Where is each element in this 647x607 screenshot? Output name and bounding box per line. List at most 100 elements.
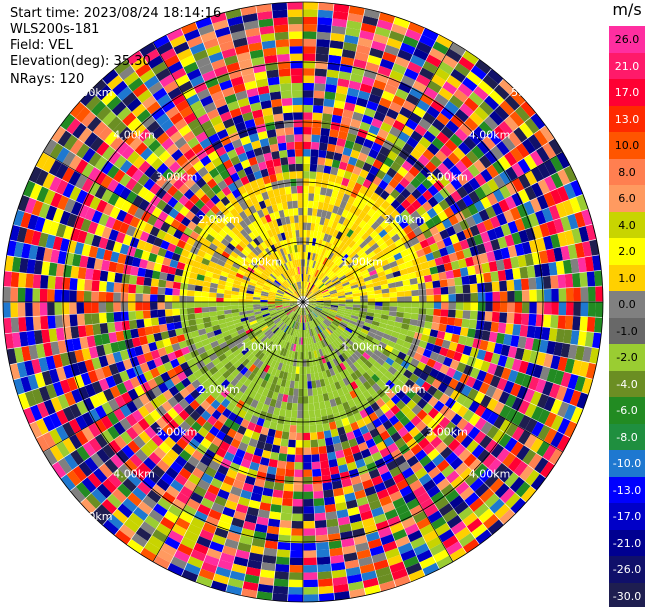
velocity-gate [325, 384, 333, 393]
velocity-gate [208, 260, 217, 269]
velocity-gate [178, 142, 192, 155]
velocity-gate [278, 209, 285, 219]
velocity-gate [90, 100, 107, 117]
velocity-gate [546, 248, 556, 263]
velocity-gate [381, 310, 390, 316]
velocity-gate [541, 263, 551, 277]
velocity-gate [33, 330, 43, 345]
velocity-gate [312, 310, 320, 316]
velocity-gate [195, 318, 204, 325]
velocity-gate [128, 512, 144, 527]
velocity-gate [499, 404, 512, 419]
velocity-gate [215, 246, 224, 255]
velocity-gate [115, 262, 125, 274]
velocity-gate [160, 222, 171, 233]
velocity-gate [98, 312, 107, 324]
velocity-gate [353, 412, 363, 422]
velocity-gate [303, 374, 308, 382]
velocity-gate [334, 175, 344, 185]
velocity-gate [4, 255, 14, 272]
velocity-gate [324, 279, 332, 286]
velocity-gate [341, 253, 349, 262]
velocity-gate [356, 237, 365, 246]
velocity-gate [178, 467, 192, 480]
velocity-gate [578, 361, 590, 378]
velocity-gate [476, 221, 487, 234]
velocity-gate [77, 204, 90, 219]
velocity-gate [266, 69, 279, 79]
velocity-gate [386, 150, 399, 162]
velocity-gate [254, 478, 266, 488]
velocity-gate [292, 104, 303, 113]
velocity-gate [133, 506, 149, 521]
velocity-gate [268, 292, 276, 297]
velocity-gate [230, 331, 239, 339]
velocity-gate [345, 163, 355, 173]
velocity-gate [224, 313, 233, 319]
velocity-gate [421, 414, 434, 426]
velocity-gate [371, 506, 385, 518]
velocity-gate [513, 461, 528, 477]
velocity-gate [118, 65, 135, 81]
velocity-gate [296, 289, 301, 297]
velocity-gate [59, 352, 71, 367]
velocity-gate [468, 319, 478, 330]
velocity-gate [160, 354, 170, 365]
velocity-gate [82, 147, 96, 163]
velocity-gate [349, 389, 358, 399]
velocity-gate [127, 117, 142, 132]
velocity-gate [174, 426, 186, 438]
velocity-gate [107, 116, 122, 131]
velocity-gate [259, 370, 267, 380]
velocity-gate [521, 290, 530, 302]
velocity-gate [139, 42, 157, 57]
velocity-gate [392, 270, 402, 278]
velocity-gate [279, 149, 288, 159]
velocity-gate [319, 217, 326, 226]
velocity-gate [317, 315, 324, 322]
velocity-gate [208, 509, 222, 521]
velocity-gate [237, 542, 252, 553]
velocity-gate [291, 275, 296, 284]
velocity-gate [325, 407, 334, 416]
velocity-gate [212, 370, 223, 380]
velocity-gate [239, 219, 248, 229]
velocity-gate [234, 381, 244, 391]
velocity-gate [438, 503, 454, 517]
velocity-gate [215, 263, 224, 271]
velocity-gate [395, 88, 409, 100]
velocity-gate [239, 311, 247, 316]
velocity-gate [305, 281, 309, 290]
velocity-gate [54, 276, 64, 290]
velocity-gate [356, 278, 365, 285]
velocity-gate [303, 251, 306, 260]
velocity-gate [420, 333, 430, 343]
velocity-gate [317, 17, 333, 26]
velocity-gate [427, 466, 441, 480]
velocity-gate [204, 161, 216, 173]
velocity-gate [388, 352, 398, 362]
velocity-gate [394, 454, 407, 467]
velocity-gate [261, 388, 270, 397]
velocity-gate [290, 295, 298, 300]
velocity-gate [557, 356, 568, 372]
velocity-gate [143, 318, 152, 328]
velocity-gate [260, 293, 269, 297]
velocity-gate [295, 366, 300, 375]
velocity-gate [223, 298, 231, 302]
velocity-gate [502, 452, 516, 468]
velocity-gate [518, 400, 531, 415]
velocity-gate [342, 147, 353, 157]
range-label-upper-right: 4.00km [469, 128, 511, 141]
velocity-gate [544, 428, 558, 445]
velocity-gate [273, 211, 281, 220]
velocity-gate [249, 345, 258, 354]
velocity-gate [354, 135, 366, 146]
velocity-gate [439, 347, 449, 357]
velocity-gate [435, 371, 446, 382]
velocity-gate [557, 169, 571, 186]
velocity-gate [419, 556, 436, 570]
velocity-gate [287, 2, 303, 10]
velocity-gate [193, 485, 207, 498]
